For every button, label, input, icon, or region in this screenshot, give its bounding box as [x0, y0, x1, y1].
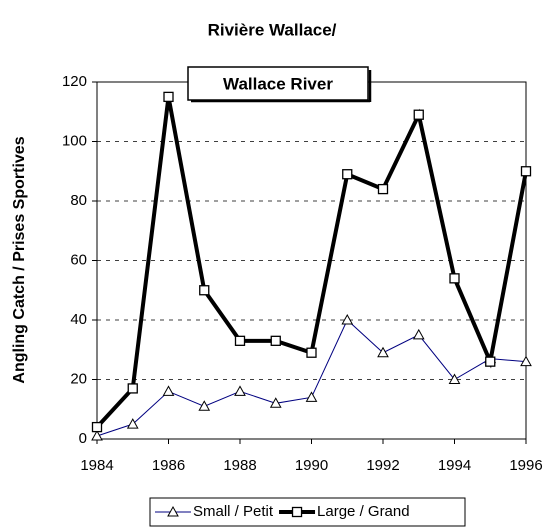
data-point — [199, 285, 210, 296]
data-point — [341, 313, 354, 325]
series-line — [95, 96, 528, 429]
data-point — [163, 91, 174, 103]
data-point — [520, 355, 532, 367]
data-point — [377, 346, 389, 358]
data-point — [91, 429, 103, 441]
y-tick-label: 120 — [62, 73, 87, 90]
y-tick-label: 20 — [70, 370, 87, 387]
data-point — [234, 335, 246, 346]
y-tick-label: 0 — [79, 430, 87, 447]
data-point — [449, 273, 460, 284]
x-tick-label: 1984 — [80, 457, 113, 474]
x-tick-label: 1986 — [152, 457, 185, 474]
data-point — [127, 383, 138, 394]
data-point — [377, 183, 389, 195]
x-tick-label: 1992 — [366, 457, 399, 474]
data-point — [412, 328, 425, 340]
legend-label: Large / Grand — [317, 503, 410, 520]
chart-subtitle: Wallace River — [223, 74, 333, 93]
y-tick-label: 100 — [62, 132, 87, 149]
data-point — [342, 169, 353, 180]
series-line — [96, 319, 527, 437]
data-point — [413, 109, 424, 120]
data-point — [520, 166, 532, 177]
data-point — [485, 356, 496, 367]
y-tick-label: 60 — [70, 251, 87, 268]
data-point — [270, 335, 281, 346]
data-point — [305, 391, 318, 402]
y-axis-label: Angling Catch / Prises Sportives — [11, 136, 28, 383]
x-tick-label: 1994 — [438, 457, 471, 474]
data-point — [269, 397, 282, 408]
data-point — [448, 373, 461, 384]
x-tick-label: 1988 — [223, 457, 256, 474]
legend-label: Small / Petit — [193, 503, 274, 520]
y-tick-label: 40 — [70, 311, 87, 328]
x-tick-label: 1996 — [509, 457, 542, 474]
data-point — [234, 385, 246, 396]
x-tick-label: 1990 — [295, 457, 328, 474]
data-point — [306, 347, 317, 358]
legend-marker — [291, 506, 303, 518]
data-point — [162, 385, 175, 396]
data-point — [126, 418, 139, 429]
data-point — [91, 421, 103, 433]
y-tick-label: 80 — [70, 192, 87, 209]
legend-marker — [167, 505, 179, 517]
data-point — [198, 400, 211, 411]
chart-title: Rivière Wallace/ — [208, 20, 337, 39]
subtitle-box — [187, 66, 369, 101]
